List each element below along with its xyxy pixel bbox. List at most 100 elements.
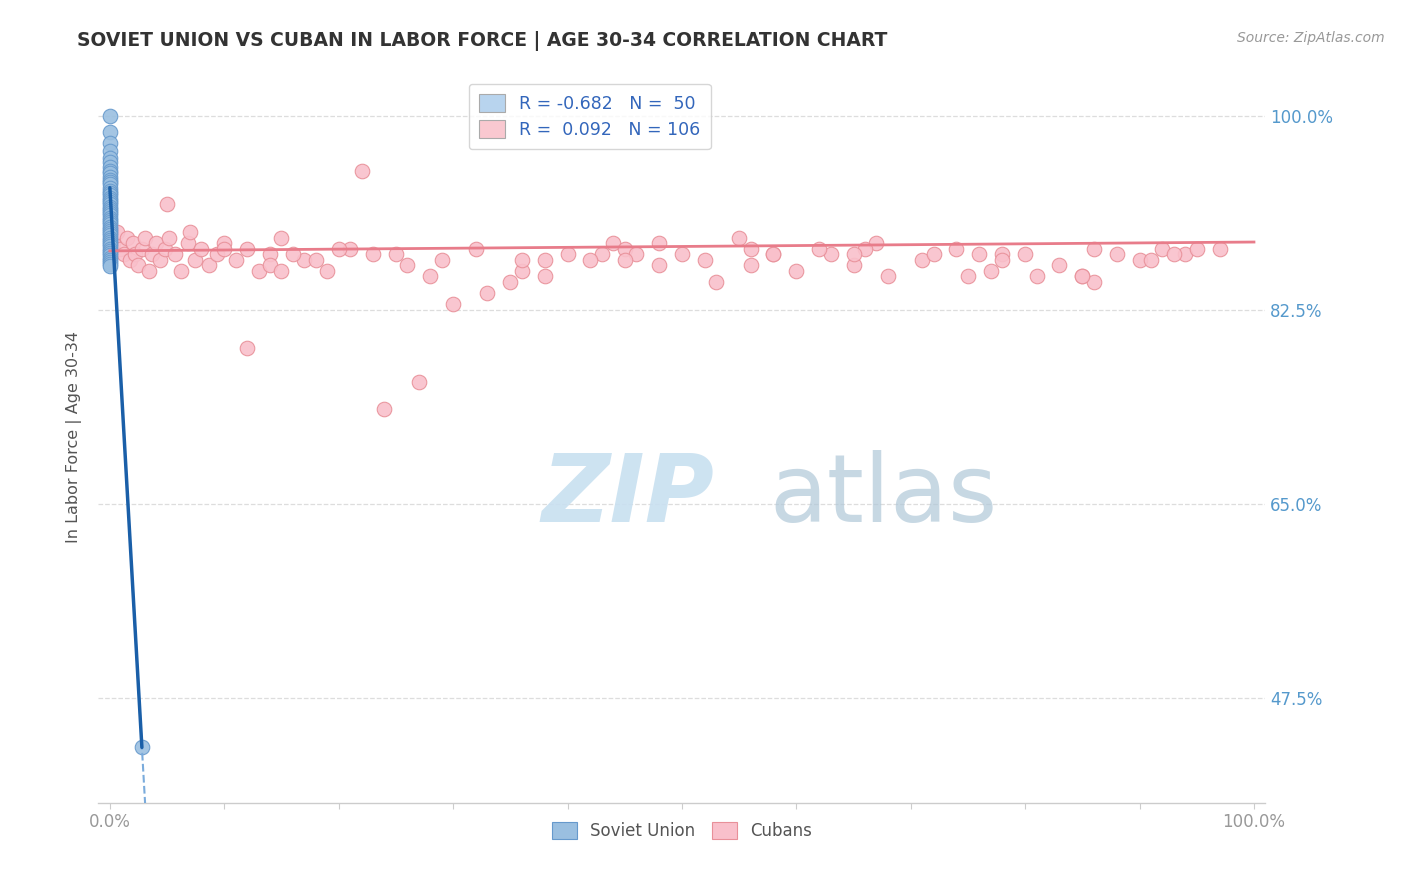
Point	[98, 228, 121, 243]
Point	[98, 178, 121, 192]
Point	[281, 247, 304, 261]
Text: ZIP: ZIP	[541, 450, 714, 541]
Point	[477, 285, 499, 300]
Point	[120, 252, 142, 267]
Point	[1152, 242, 1174, 256]
Point	[991, 247, 1014, 261]
Point	[98, 257, 121, 271]
Point	[740, 242, 762, 256]
Point	[98, 184, 121, 198]
Point	[704, 275, 727, 289]
Point	[179, 225, 201, 239]
Point	[385, 247, 408, 261]
Point	[270, 264, 292, 278]
Point	[1163, 247, 1185, 261]
Point	[98, 173, 121, 187]
Point	[785, 264, 807, 278]
Point	[247, 264, 270, 278]
Point	[236, 342, 259, 356]
Point	[1025, 269, 1047, 284]
Text: atlas: atlas	[769, 450, 998, 541]
Point	[153, 242, 176, 256]
Point	[98, 188, 121, 202]
Point	[842, 247, 865, 261]
Point	[316, 264, 339, 278]
Point	[98, 197, 121, 211]
Point	[762, 247, 785, 261]
Point	[762, 247, 785, 261]
Point	[557, 247, 579, 261]
Point	[1071, 269, 1094, 284]
Point	[579, 252, 602, 267]
Point	[350, 164, 373, 178]
Point	[465, 242, 488, 256]
Point	[98, 215, 121, 229]
Point	[591, 247, 613, 261]
Point	[373, 402, 395, 417]
Point	[648, 236, 671, 251]
Point	[207, 247, 229, 261]
Point	[911, 252, 934, 267]
Point	[510, 264, 533, 278]
Point	[980, 264, 1002, 278]
Point	[1083, 242, 1105, 256]
Point	[1208, 242, 1230, 256]
Point	[339, 242, 361, 256]
Point	[270, 230, 292, 244]
Point	[176, 236, 198, 251]
Point	[876, 269, 898, 284]
Point	[305, 252, 328, 267]
Point	[1174, 247, 1197, 261]
Point	[98, 193, 121, 207]
Point	[98, 221, 121, 235]
Point	[510, 252, 533, 267]
Point	[1185, 242, 1208, 256]
Point	[98, 206, 121, 220]
Point	[624, 247, 647, 261]
Point	[112, 247, 135, 261]
Point	[98, 164, 121, 178]
Point	[613, 252, 636, 267]
Point	[820, 247, 842, 261]
Point	[124, 247, 146, 261]
Point	[1105, 247, 1128, 261]
Point	[98, 251, 121, 265]
Point	[328, 242, 350, 256]
Point	[1049, 258, 1071, 272]
Point	[98, 125, 121, 139]
Point	[214, 236, 236, 251]
Point	[98, 212, 121, 227]
Point	[991, 252, 1014, 267]
Point	[127, 258, 149, 272]
Point	[98, 219, 121, 234]
Point	[671, 247, 693, 261]
Point	[115, 230, 138, 244]
Point	[183, 252, 205, 267]
Point	[98, 202, 121, 216]
Point	[98, 237, 121, 252]
Point	[165, 247, 187, 261]
Point	[134, 230, 156, 244]
Point	[499, 275, 522, 289]
Point	[98, 248, 121, 262]
Point	[740, 258, 762, 272]
Point	[613, 242, 636, 256]
Point	[98, 224, 121, 238]
Point	[98, 244, 121, 258]
Point	[98, 151, 121, 165]
Point	[98, 233, 121, 247]
Point	[98, 195, 121, 210]
Point	[648, 258, 671, 272]
Point	[98, 166, 121, 180]
Point	[533, 269, 555, 284]
Point	[98, 209, 121, 223]
Point	[98, 217, 121, 231]
Point	[865, 236, 887, 251]
Point	[108, 242, 131, 256]
Point	[853, 242, 876, 256]
Point	[1014, 247, 1036, 261]
Point	[728, 230, 751, 244]
Point	[956, 269, 979, 284]
Point	[145, 236, 167, 251]
Point	[259, 247, 281, 261]
